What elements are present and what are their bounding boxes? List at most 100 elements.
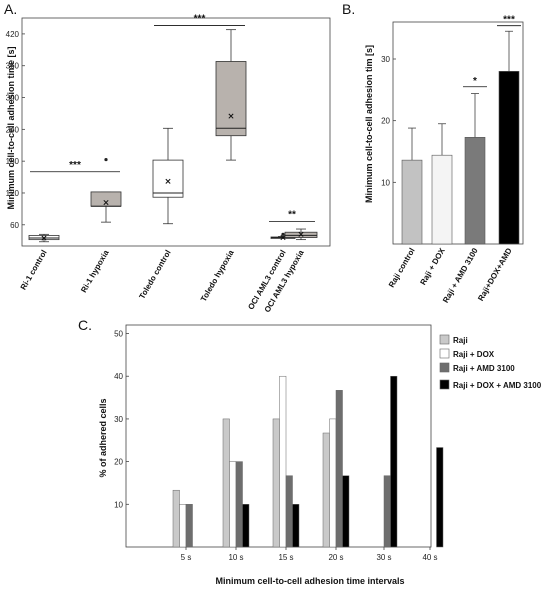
bar — [222, 418, 230, 548]
legend-swatch — [439, 334, 450, 345]
box-outlier-point — [281, 232, 285, 236]
y-tick-label: 360 — [6, 62, 20, 71]
panel-b-y-axis-title: Minimum cell-to-cell adhesion tim [s] — [364, 45, 374, 203]
y-tick-label: 10 — [381, 178, 390, 187]
panel-a-boxes — [28, 29, 318, 243]
bar — [342, 475, 350, 548]
y-tick-label: 120 — [6, 189, 20, 198]
panel-a-frame — [21, 17, 331, 247]
box-mean-marker — [280, 234, 286, 241]
panel-a-y-axis-title: Minimum cell-to-cell adhesion time [s] — [6, 46, 16, 209]
bar — [431, 154, 453, 245]
box-outlier-point — [104, 157, 108, 162]
x-tick-label: 40 s — [422, 553, 437, 562]
box-mean-marker — [165, 178, 171, 184]
legend-swatch — [439, 362, 450, 373]
x-tick-label: 30 s — [376, 553, 391, 562]
y-tick-label: 10 — [114, 500, 123, 509]
legend-label: Raji — [453, 336, 468, 345]
bar — [335, 390, 343, 548]
category-label: Raji+DOX+AMD — [476, 246, 514, 302]
legend-label: Raji + AMD 3100 — [453, 364, 515, 373]
box — [215, 61, 247, 137]
bar — [329, 418, 337, 548]
category-label: Raji + DOX — [418, 246, 447, 287]
category-label: Raji + AMD 3100 — [441, 246, 480, 304]
legend-swatch — [439, 379, 450, 390]
bar — [292, 504, 300, 548]
box-mean-marker — [103, 199, 109, 206]
bar — [390, 375, 398, 548]
significance-label: *** — [503, 15, 515, 26]
significance-label: ** — [288, 210, 296, 221]
y-tick-label: 20 — [114, 458, 123, 467]
category-label: Ri-1 hypoxia — [79, 248, 111, 294]
category-label: Ri-1 control — [19, 249, 49, 292]
panel-b-significance: **** — [463, 15, 521, 88]
box-mean-marker — [228, 113, 234, 119]
legend-label: Raji + DOX — [453, 350, 495, 359]
panel-a-category-labels: Ri-1 control Ri-1 hypoxia Toledo control To… — [19, 248, 306, 314]
y-tick-label: 420 — [6, 30, 20, 39]
legend-swatch — [439, 348, 450, 359]
y-tick-label: 240 — [6, 125, 20, 134]
x-tick-label: 15 s — [278, 553, 293, 562]
bar — [242, 504, 250, 548]
box — [90, 191, 122, 207]
y-tick-label: 30 — [114, 415, 123, 424]
legend-label: Raji + DOX + AMD 3100 — [453, 381, 542, 390]
x-tick-label: 5 s — [181, 553, 192, 562]
panel-c-x-axis-title: Minimum cell-to-cell adhesion time inter… — [215, 576, 404, 586]
significance-label: *** — [194, 13, 206, 24]
box — [152, 159, 184, 198]
panel-c-y-axis-title: % of adhered cells — [98, 398, 108, 477]
panel-c: C. % of adhered cells 10 20 30 40 50 5 s 10 s… — [78, 317, 542, 586]
y-tick-label: 40 — [114, 372, 123, 381]
panel-a: A. Minimum cell-to-cell adhesion time [s… — [4, 1, 331, 314]
bar — [229, 461, 237, 548]
panel-a-label: A. — [4, 1, 17, 17]
bar — [383, 475, 391, 548]
bar — [185, 504, 193, 548]
panel-c-category-labels: 5 s 10 s 15 s 20 s 30 s 40 s — [181, 547, 438, 562]
significance-label: * — [473, 76, 477, 87]
panel-b-label: B. — [342, 1, 355, 17]
bar — [322, 432, 330, 548]
category-label: Toledo hypoxia — [199, 248, 236, 303]
significance-label: *** — [69, 160, 81, 171]
category-label: Raji control — [387, 247, 417, 290]
panel-b-frame — [392, 21, 524, 245]
y-tick-label: 180 — [6, 157, 20, 166]
y-tick-label: 20 — [381, 117, 390, 126]
panel-b-y-ticks: 10 20 30 — [381, 55, 396, 187]
panel-c-legend: Raji Raji + DOX Raji + AMD 3100 Raji + DOX … — [439, 334, 542, 390]
bar — [279, 375, 287, 548]
y-tick-label: 300 — [6, 94, 20, 103]
bar — [179, 504, 187, 548]
panel-a-significance: ******** — [30, 13, 315, 223]
bar — [285, 475, 293, 548]
bar — [272, 418, 280, 548]
box-mean-marker — [41, 235, 47, 241]
x-tick-label: 20 s — [328, 553, 343, 562]
panel-c-label: C. — [78, 317, 92, 333]
x-tick-label: 10 s — [228, 553, 243, 562]
bar — [401, 159, 423, 245]
bar — [235, 461, 243, 548]
bar — [436, 447, 444, 548]
y-tick-label: 50 — [114, 330, 123, 339]
panel-b-bars — [401, 30, 520, 245]
panel-a-y-ticks: 60 120 180 240 300 360 420 — [6, 30, 25, 230]
panel-c-y-ticks: 10 20 30 40 50 — [114, 330, 129, 509]
bar — [172, 489, 180, 548]
panel-c-bars — [172, 375, 444, 548]
bar — [498, 71, 520, 245]
y-tick-label: 60 — [10, 221, 19, 230]
y-tick-label: 30 — [381, 55, 390, 64]
bar — [464, 137, 486, 245]
category-label: Toledo control — [137, 249, 172, 301]
box-mean-marker — [298, 231, 304, 237]
panel-b: B. Minimum cell-to-cell adhesion tim [s]… — [342, 1, 524, 305]
